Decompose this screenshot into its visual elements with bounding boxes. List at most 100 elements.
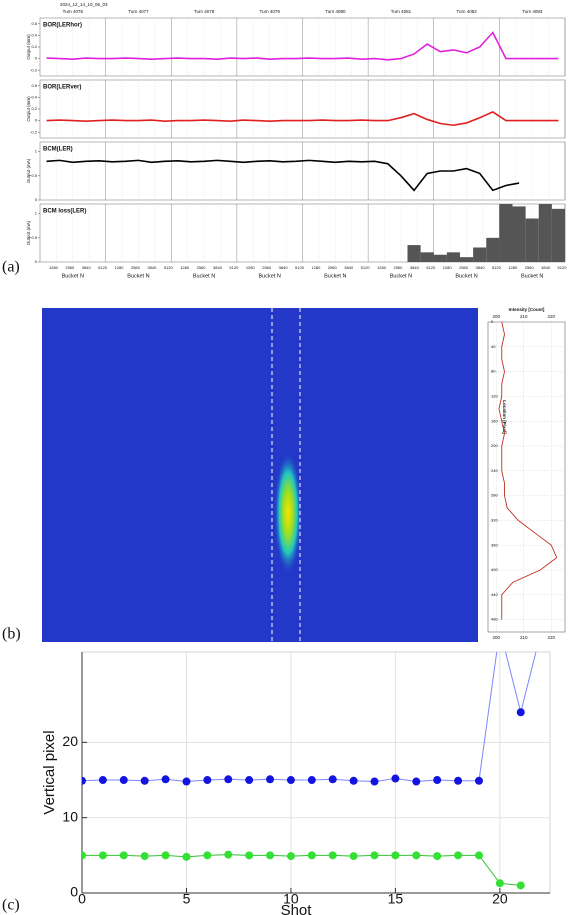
marker xyxy=(140,776,149,785)
marker xyxy=(370,851,379,860)
y-tick-label: 320 xyxy=(491,517,498,522)
y-tick-label: 160 xyxy=(491,418,498,423)
x-tick-label: 3840 xyxy=(344,265,354,270)
marker xyxy=(140,852,149,861)
y-tick-label: 200 xyxy=(491,443,498,448)
loss-bar xyxy=(460,257,474,262)
y-tick-label: 80 xyxy=(491,369,496,374)
turn-label: Turn 4083 xyxy=(522,9,543,14)
marker xyxy=(433,776,442,785)
y-tick-label: 240 xyxy=(491,468,498,473)
marker xyxy=(245,776,254,785)
y-tick-label: 40 xyxy=(491,344,496,349)
y-tick-label: 400 xyxy=(491,567,498,572)
marker xyxy=(433,852,442,861)
y-tick-label: 0 xyxy=(35,259,38,264)
strip-title: BCM(LER) xyxy=(43,147,73,153)
marker xyxy=(391,851,400,860)
x-tick-label: 2560 xyxy=(131,265,141,270)
y-tick-label: 0.6 xyxy=(31,21,37,26)
strip-title: BOR(LERhor) xyxy=(43,23,82,29)
profile-frame xyxy=(487,321,566,633)
loss-bar xyxy=(551,208,565,262)
timestamp: 2024_12_14_10_06_03 xyxy=(60,2,108,7)
x-tick-label: 2560 xyxy=(197,265,207,270)
y-axis-label: Output (mA) xyxy=(26,158,31,183)
x-axis-label: Bucket N xyxy=(259,273,281,279)
x-tick-label: 220 xyxy=(547,314,555,319)
strip-title: BCM loss(LER) xyxy=(43,209,86,215)
y-tick-label: 0.2 xyxy=(31,44,37,49)
strip-title: BOR(LERver) xyxy=(43,85,81,91)
marker xyxy=(307,851,316,860)
x-tick-label: 210 xyxy=(520,314,528,319)
y-tick-label: 10 xyxy=(62,808,78,824)
marker xyxy=(203,776,212,785)
marker xyxy=(391,774,400,783)
loss-bar xyxy=(499,204,513,262)
marker xyxy=(349,776,358,785)
loss-bar xyxy=(538,204,552,262)
marker xyxy=(203,851,212,860)
marker xyxy=(119,851,128,860)
y-tick-label: 440 xyxy=(491,592,498,597)
x-tick-label: 2560 xyxy=(328,265,338,270)
y-tick-label: 0.2 xyxy=(31,106,37,111)
turn-label: Turn 4077 xyxy=(128,9,149,14)
x-tick-label: 5120 xyxy=(98,265,108,270)
beam-spot xyxy=(274,451,302,575)
x-tick-label: 1280 xyxy=(180,265,190,270)
turn-label: Turn 4081 xyxy=(391,9,412,14)
x-tick-label: 220 xyxy=(547,635,555,640)
x-tick-label: 3840 xyxy=(82,265,92,270)
y-tick-label: 0 xyxy=(491,319,494,324)
profile-line xyxy=(498,321,558,620)
panel-label: (c) xyxy=(2,897,20,914)
y-tick-label: 0.5 xyxy=(31,235,37,240)
y-tick-label: 0 xyxy=(35,56,38,61)
plot-frame xyxy=(81,651,551,894)
marker xyxy=(328,775,337,784)
x-tick-label: 5120 xyxy=(361,265,371,270)
marker xyxy=(119,776,128,785)
marker xyxy=(98,776,107,785)
x-axis-label: Bucket N xyxy=(193,273,215,279)
marker xyxy=(224,850,233,859)
x-axis-label: Bucket N xyxy=(127,273,149,279)
marker xyxy=(516,881,525,890)
turn-label: Turn 4076 xyxy=(63,9,84,14)
marker xyxy=(307,776,316,785)
loss-bar xyxy=(512,206,526,262)
y-tick-label: 20 xyxy=(62,733,78,749)
y-tick-label: 360 xyxy=(491,542,498,547)
x-tick-label: 5120 xyxy=(558,265,568,270)
x-tick-label: 3840 xyxy=(147,265,157,270)
y-tick-label: 0 xyxy=(35,118,38,123)
x-tick-label: 2560 xyxy=(525,265,535,270)
marker xyxy=(474,851,483,860)
x-axis-label: Intensity [Count] xyxy=(509,307,545,312)
x-tick-label: 5120 xyxy=(295,265,305,270)
loss-bar xyxy=(473,247,487,262)
y-tick-label: -0.2 xyxy=(30,67,38,72)
turn-label: Turn 4082 xyxy=(456,9,477,14)
x-tick-label: 5120 xyxy=(492,265,502,270)
marker xyxy=(182,777,191,786)
x-tick-label: 1280 xyxy=(115,265,125,270)
marker xyxy=(266,851,275,860)
marker xyxy=(161,851,170,860)
x-tick-label: 2560 xyxy=(65,265,75,270)
camera-image xyxy=(42,308,478,642)
x-tick-label: 3840 xyxy=(279,265,289,270)
x-tick-label: 3840 xyxy=(213,265,223,270)
marker xyxy=(349,852,358,861)
turn-label: Turn 4078 xyxy=(194,9,215,14)
y-axis-label: Vertical pixel xyxy=(41,730,58,814)
y-tick-label: 0.4 xyxy=(31,32,37,37)
y-tick-label: 120 xyxy=(491,393,498,398)
y-tick-label: 0 xyxy=(70,884,78,900)
marker xyxy=(328,851,337,860)
loss-bar xyxy=(420,252,434,262)
x-tick-label: 1280 xyxy=(246,265,256,270)
